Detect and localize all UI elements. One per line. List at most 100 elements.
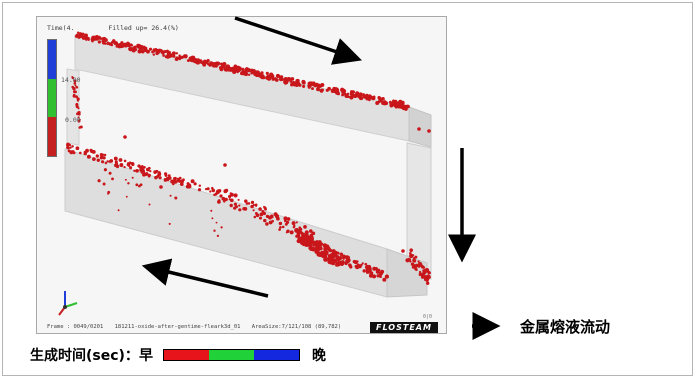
oxide-particle — [417, 127, 421, 131]
oxide-particle — [358, 92, 363, 97]
oxide-particle — [134, 48, 138, 51]
oxide-particle — [73, 82, 77, 85]
oxide-particle — [344, 261, 348, 266]
oxide-particle — [133, 169, 136, 172]
oxide-particle — [213, 229, 216, 232]
oxide-particle — [204, 60, 209, 64]
oxide-particle — [283, 216, 288, 221]
oxide-particle — [217, 199, 221, 202]
oxide-particle — [339, 252, 344, 257]
oxide-particle — [140, 49, 145, 54]
oxide-particle — [285, 80, 289, 84]
oxide-particle — [281, 78, 285, 81]
oxide-particle — [118, 158, 123, 162]
oxide-particle — [321, 252, 326, 256]
oxide-particle — [155, 49, 161, 54]
oxide-particle — [108, 160, 112, 163]
oxide-particle — [212, 61, 216, 66]
oxide-particle — [253, 215, 257, 219]
oxide-particle — [190, 179, 195, 184]
oxide-particle — [113, 41, 117, 45]
oxide-particle — [307, 83, 312, 89]
oxide-particle — [166, 178, 170, 182]
oxide-particle — [306, 235, 311, 240]
time-segment-blue — [253, 350, 299, 360]
oxide-particle — [365, 97, 369, 101]
oxide-particle — [168, 222, 171, 225]
oxide-particle — [80, 34, 84, 38]
oxide-particle — [226, 64, 230, 69]
oxide-particle — [123, 159, 127, 163]
oxide-particle — [75, 146, 80, 151]
oxide-particle — [141, 165, 144, 168]
oxide-particle — [258, 207, 262, 211]
oxide-particle — [123, 135, 127, 139]
oxide-particle — [112, 39, 116, 43]
oxide-particle — [265, 71, 269, 75]
time-segment-red — [163, 350, 209, 360]
oxide-particle — [84, 33, 88, 38]
oxide-particle — [314, 246, 319, 251]
oxide-particle — [321, 88, 325, 92]
oxide-particle — [324, 254, 328, 258]
oxide-particle — [349, 90, 354, 94]
oxide-particle — [235, 205, 238, 209]
oxide-particle — [171, 182, 175, 186]
oxide-particle — [366, 264, 369, 268]
oxide-particle — [316, 87, 320, 92]
oxide-particle — [215, 221, 218, 224]
oxide-particle — [418, 270, 422, 274]
oxide-particle — [211, 188, 216, 193]
oxide-particle — [300, 235, 304, 239]
oxide-particle — [253, 72, 257, 77]
oxide-particle — [291, 82, 295, 85]
oxide-particle — [308, 81, 312, 85]
oxide-particle — [412, 256, 416, 260]
side-riser — [406, 142, 432, 280]
simulation-view: Time(4. Filled up= 26.4(%) 14.00 0.00 0|… — [36, 16, 447, 334]
oxide-particle — [148, 203, 151, 206]
oxide-particle — [108, 42, 113, 46]
oxide-particle — [309, 229, 313, 233]
oxide-particle — [424, 268, 430, 273]
oxide-particle — [198, 184, 202, 187]
oxide-particle — [381, 101, 385, 104]
oxide-particle — [101, 40, 106, 45]
oxide-particle — [168, 176, 172, 180]
oxide-particle — [281, 225, 285, 229]
oxide-particle — [117, 209, 120, 212]
time-legend-label: 生成时间(sec)： — [30, 348, 139, 364]
oxide-particle — [101, 160, 105, 164]
oxide-particle — [209, 61, 214, 66]
oxide-particle — [422, 269, 426, 273]
oxide-particle — [401, 249, 405, 253]
oxide-particle — [216, 189, 221, 194]
oxide-particle — [119, 163, 124, 167]
oxide-particle — [409, 253, 414, 259]
oxide-particle — [378, 274, 382, 277]
oxide-particle — [97, 40, 102, 44]
oxide-particle — [102, 37, 107, 41]
oxide-particle — [233, 193, 238, 198]
oxide-particle — [224, 67, 229, 72]
oxide-particle — [117, 43, 123, 48]
oxide-particle — [290, 77, 295, 81]
upper-runner — [74, 34, 410, 142]
oxide-particle — [355, 265, 360, 270]
corner-tag: 0|0 — [423, 314, 433, 320]
oxide-particle — [384, 274, 389, 279]
oxide-particle — [364, 93, 369, 98]
oxide-particle — [342, 257, 345, 260]
oxide-particle — [100, 155, 104, 158]
oxide-particle — [264, 207, 267, 211]
oxide-particle — [312, 243, 316, 247]
oxide-particle — [66, 142, 70, 147]
oxide-particle — [418, 272, 422, 277]
oxide-particle — [90, 149, 94, 154]
fill-readout: Filled up= 26.4(%) — [108, 24, 179, 32]
oxide-particle — [327, 259, 333, 265]
oxide-particle — [317, 242, 321, 246]
oxide-particle — [263, 218, 267, 223]
oxide-particle — [252, 203, 256, 207]
oxide-particle — [111, 177, 114, 181]
